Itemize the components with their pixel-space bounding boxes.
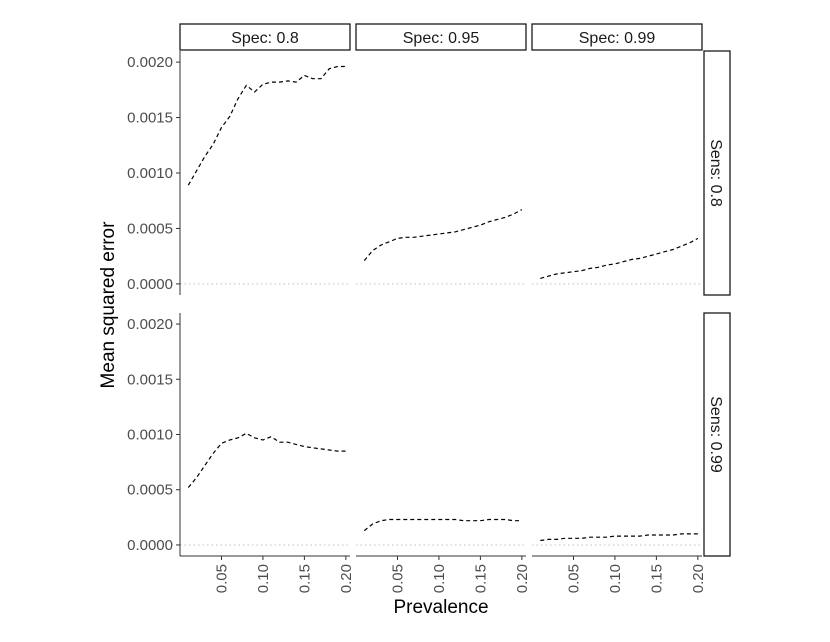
- y-axis-title: Mean squared error: [98, 221, 119, 389]
- y-tick-label: 0.0020: [127, 316, 173, 333]
- y-tick-label: 0.0015: [127, 371, 173, 388]
- row-strip-label: Sens: 0.8: [707, 139, 724, 207]
- x-axis-title: Prevalence: [393, 597, 488, 618]
- x-tick-label: 0.05: [213, 564, 230, 593]
- column-strip-label: Spec: 0.99: [579, 30, 656, 47]
- x-tick-label: 0.20: [514, 564, 531, 593]
- y-tick-label: 0.0005: [127, 482, 173, 499]
- x-tick-label: 0.10: [431, 564, 448, 593]
- x-tick-label: 0.20: [690, 564, 707, 593]
- x-tick-label: 0.05: [565, 564, 582, 593]
- series-line-panel-5: [363, 518, 522, 532]
- column-strips: Spec: 0.8 Spec: 0.95 Spec: 0.99: [179, 23, 703, 51]
- column-strip-box: [531, 23, 703, 51]
- x-tick-label: 0.15: [296, 564, 313, 593]
- row-strip-label: Sens: 0.99: [707, 396, 724, 473]
- y-axes: 0.0000 0.0005 0.0010 0.0015 0.0020 0.0000 0.00…: [127, 51, 181, 556]
- y-tick-label: 0.0010: [127, 427, 173, 444]
- series-line-panel-1: [187, 65, 346, 186]
- series-line-panel-6: [540, 533, 698, 542]
- column-strip-box: [355, 23, 527, 51]
- y-tick-label: 0.0000: [127, 276, 173, 293]
- x-tick-label: 0.10: [255, 564, 272, 593]
- x-tick-label: 0.15: [472, 564, 489, 593]
- plot-panels: [180, 65, 702, 546]
- y-tick-label: 0.0000: [127, 537, 173, 554]
- series-line-panel-4: [187, 432, 346, 488]
- row-strip-box: [703, 50, 731, 296]
- column-strip-label: Spec: 0.8: [231, 30, 299, 47]
- column-strip-box: [179, 23, 351, 51]
- series-line-panel-3: [540, 237, 699, 279]
- x-tick-label: 0.10: [607, 564, 624, 593]
- x-tick-label: 0.20: [338, 564, 355, 593]
- series-line-panel-2: [363, 209, 523, 261]
- column-strip-label: Spec: 0.95: [403, 30, 480, 47]
- row-strips: Sens: 0.8 Sens: 0.99: [703, 50, 731, 557]
- row-strip-box: [703, 312, 731, 557]
- y-tick-label: 0.0010: [127, 165, 173, 182]
- x-axes: 0.05 0.10 0.15 0.20 0.05 0.10 0.15 0.20 0.05 0.10…: [180, 555, 707, 593]
- x-tick-label: 0.15: [648, 564, 665, 593]
- y-tick-label: 0.0005: [127, 220, 173, 237]
- x-tick-label: 0.05: [389, 564, 406, 593]
- y-tick-label: 0.0015: [127, 110, 173, 127]
- y-tick-label: 0.0020: [127, 54, 173, 71]
